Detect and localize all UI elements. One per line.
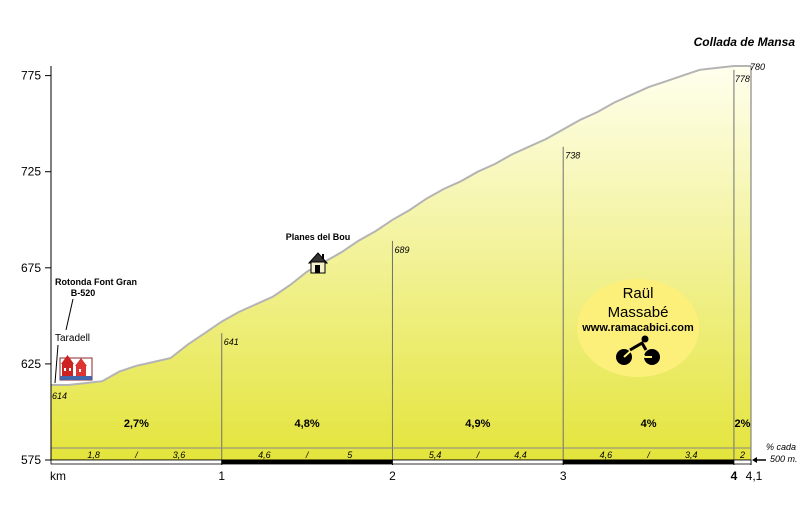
place-rotonda-font-gran: Rotonda Font Gran — [55, 277, 137, 287]
chart-title: Collada de Mansa — [694, 35, 796, 49]
house-icon — [307, 252, 329, 274]
segment-note-line1: % cada — [766, 442, 796, 452]
y-tick-label: 675 — [21, 261, 41, 275]
logo-url: www.ramacabici.com — [581, 322, 694, 334]
km-bar — [221, 459, 393, 465]
town-icon — [59, 355, 93, 381]
elevation-label: 614 — [52, 391, 67, 401]
km-bar — [733, 459, 752, 465]
segment-gradient-label: 2,7% — [124, 418, 149, 430]
y-tick-label: 575 — [21, 453, 41, 467]
x-tick-label: 1 — [218, 469, 225, 483]
half-km-gradient-label: 4,4 — [514, 450, 527, 460]
km-bar — [50, 459, 223, 465]
half-km-separator: / — [476, 450, 481, 460]
km-bar — [392, 459, 564, 465]
y-tick-label: 775 — [21, 69, 41, 83]
profile-area — [51, 66, 751, 460]
elevation-label: 689 — [394, 245, 409, 255]
half-km-gradient-label: 5 — [347, 450, 353, 460]
author-logo: Raül Massabé www.ramacabici.com — [577, 279, 699, 377]
segment-gradient-label: 2% — [735, 418, 751, 430]
half-km-separator: / — [134, 450, 139, 460]
x-tick-label: 4,1 — [746, 469, 763, 483]
elevation-label: 641 — [224, 337, 239, 347]
half-km-gradient-label: 4,6 — [258, 450, 271, 460]
x-tick-label: 3 — [560, 469, 567, 483]
elevation-label: 780 — [750, 62, 765, 72]
cyclist-icon — [616, 335, 660, 365]
half-km-gradient-label: 5,4 — [429, 450, 442, 460]
y-tick-label: 625 — [21, 357, 41, 371]
arrow-left-icon — [752, 457, 766, 463]
km-bar — [562, 459, 735, 465]
half-km-gradient-label: 3,6 — [173, 450, 186, 460]
half-km-gradient-label: 3,4 — [685, 450, 698, 460]
x-axis-label: km — [50, 469, 66, 483]
segment-gradient-label: 4,8% — [295, 418, 320, 430]
logo-name-last: Massabé — [608, 304, 669, 321]
elevation-label: 778 — [735, 74, 750, 84]
logo-name-first: Raül — [623, 285, 654, 302]
elevation-label: 738 — [565, 151, 580, 161]
segment-gradient-label: 4% — [641, 418, 657, 430]
x-tick-label: 2 — [389, 469, 396, 483]
x-tick-label: 4 — [731, 469, 738, 483]
segment-gradient-label: 4,9% — [465, 418, 490, 430]
segment-note-line2: 500 m. — [770, 454, 798, 464]
place-planes-del-bou: Planes del Bou — [286, 232, 351, 242]
half-km-separator: / — [305, 450, 310, 460]
profile-line — [51, 65, 751, 386]
half-km-gradient-label: 4,6 — [600, 450, 613, 460]
y-tick-label: 725 — [21, 165, 41, 179]
half-km-gradient-label: 2 — [739, 450, 745, 460]
place-rotonda-road: B-520 — [71, 288, 96, 298]
half-km-separator: / — [646, 450, 651, 460]
half-km-gradient-label: 1,8 — [87, 450, 100, 460]
place-taradell: Taradell — [55, 333, 90, 344]
